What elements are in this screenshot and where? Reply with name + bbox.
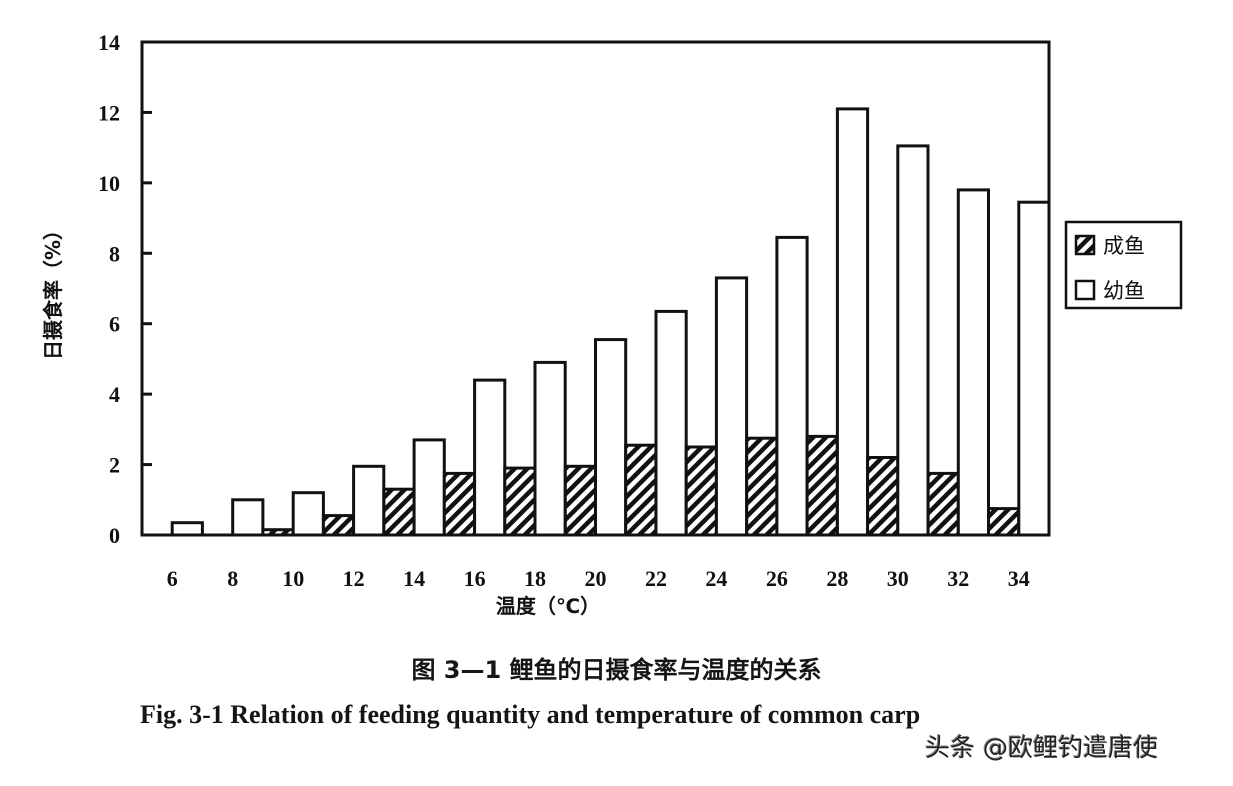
bar-adult-24 — [684, 445, 718, 537]
bar-juvenile-10 — [291, 491, 325, 537]
bar-juvenile-16 — [473, 378, 507, 537]
bar-juvenile-32 — [956, 188, 990, 537]
bar-juvenile-30 — [896, 144, 930, 537]
x-tick-label: 28 — [826, 566, 848, 591]
x-tick-label: 18 — [524, 566, 546, 591]
bar-juvenile-14 — [412, 438, 446, 537]
bar-adult-28 — [805, 434, 839, 537]
bar-adult-14 — [382, 487, 416, 537]
bar-juvenile-18 — [533, 360, 567, 537]
y-axis-label: 日摄食率（%） — [41, 220, 65, 360]
bar-adult-34 — [987, 507, 1021, 537]
x-tick-label: 24 — [705, 566, 727, 591]
legend: 成鱼 幼鱼 — [1064, 220, 1183, 310]
bar-adult-20 — [563, 464, 597, 537]
plot-frame — [140, 40, 1051, 537]
empty-square-icon — [1074, 279, 1096, 301]
y-axis: 0 2 4 6 8 10 12 14 — [98, 30, 152, 548]
bar-adult-26 — [745, 436, 779, 537]
bar-juvenile-6 — [170, 521, 204, 537]
bar-adult-30 — [866, 456, 900, 537]
x-axis-label: 温度（℃） — [496, 594, 600, 618]
x-tick-label: 32 — [947, 566, 969, 591]
bar-juvenile-20 — [594, 338, 628, 537]
y-tick-label: 8 — [109, 241, 120, 266]
y-tick-label: 10 — [98, 171, 120, 196]
y-tick-label: 14 — [98, 30, 120, 55]
watermark: 头条 @欧鲤钓遣唐使 — [925, 733, 1158, 762]
x-tick-label: 8 — [227, 566, 238, 591]
bar-juvenile-8 — [231, 498, 265, 537]
figure-caption-english: Fig. 3-1 Relation of feeding quantity an… — [140, 700, 921, 729]
x-tick-label: 10 — [282, 566, 304, 591]
bar-adult-16 — [442, 471, 476, 537]
bar-adult-32 — [926, 471, 960, 537]
hatched-square-icon — [1074, 234, 1096, 256]
bar-juvenile-24 — [714, 276, 749, 537]
x-tick-label: 14 — [403, 566, 425, 591]
x-tick-label: 34 — [1008, 566, 1030, 591]
x-tick-label: 12 — [343, 566, 365, 591]
bar-adult-22 — [624, 443, 658, 537]
bar-juvenile-28 — [835, 107, 870, 537]
legend-label: 成鱼 — [1103, 234, 1145, 258]
bar-juvenile-12 — [352, 464, 386, 537]
x-tick-label: 20 — [585, 566, 607, 591]
legend-item-adult: 成鱼 — [1074, 234, 1145, 258]
bar-adult-18 — [503, 466, 537, 537]
bar-juvenile-34 — [1017, 200, 1051, 537]
x-tick-label: 22 — [645, 566, 667, 591]
plot-area — [140, 40, 1051, 537]
x-tick-label: 30 — [887, 566, 909, 591]
figure-caption-chinese: 图 3—1 鲤鱼的日摄食率与温度的关系 — [411, 656, 822, 684]
x-axis: 6 8 10 12 14 16 18 20 22 24 26 28 30 32 34 — [167, 566, 1030, 591]
legend-item-juvenile: 幼鱼 — [1074, 279, 1145, 303]
x-tick-label: 16 — [464, 566, 486, 591]
y-tick-label: 4 — [109, 382, 120, 407]
bar-juvenile-26 — [775, 235, 809, 537]
legend-label: 幼鱼 — [1103, 279, 1145, 303]
bar-adult-12 — [321, 514, 356, 537]
y-tick-label: 6 — [109, 312, 120, 337]
y-tick-label: 2 — [109, 453, 120, 478]
y-tick-label: 12 — [98, 100, 120, 125]
bar-juvenile-22 — [654, 309, 688, 537]
x-tick-label: 6 — [167, 566, 178, 591]
x-tick-label: 26 — [766, 566, 788, 591]
y-tick-label: 0 — [109, 523, 120, 548]
